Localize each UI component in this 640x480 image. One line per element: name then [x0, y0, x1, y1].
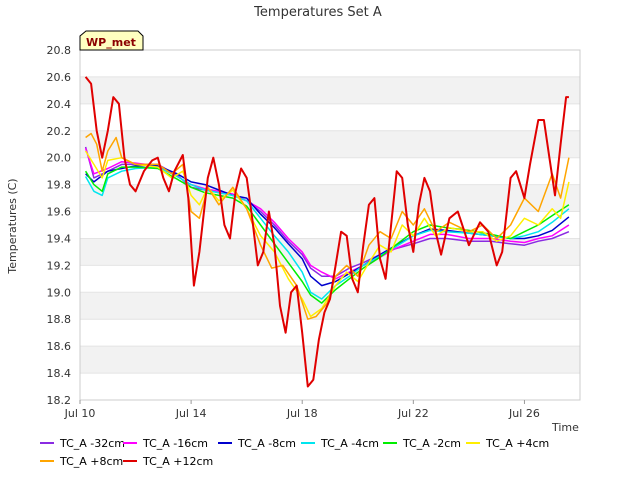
y-tick-label: 20.6 — [47, 71, 72, 84]
y-tick-label: 20.8 — [47, 44, 72, 57]
grid-band — [80, 238, 580, 266]
y-tick-label: 20.4 — [47, 98, 72, 111]
y-tick-label: 19.4 — [47, 232, 72, 245]
y-tick-label: 18.6 — [47, 340, 72, 353]
y-tick-label: 20.0 — [47, 152, 72, 165]
grid-band — [80, 346, 580, 374]
chart-title: Temperatures Set A — [253, 5, 382, 20]
x-tick-label: Jul 18 — [286, 407, 318, 420]
legend-label: TC_A -4cm — [320, 437, 379, 450]
plot-frame — [79, 49, 581, 401]
grid-band — [80, 184, 580, 212]
x-tick-label: Jul 14 — [175, 407, 207, 420]
grid-band — [80, 130, 580, 158]
y-tick-label: 19.8 — [47, 179, 72, 192]
series-line — [84, 76, 569, 388]
legend-label: TC_A +12cm — [142, 455, 213, 468]
grid-band — [80, 76, 580, 104]
badge-label: WP_met — [86, 36, 136, 49]
y-axis-label: Temperatures (C) — [6, 178, 19, 274]
y-tick-label: 18.2 — [47, 394, 72, 407]
series-lines — [84, 76, 570, 388]
badge-box — [79, 30, 144, 51]
y-tick-label: 20.2 — [47, 125, 72, 138]
x-tick-label: Jul 26 — [508, 407, 540, 420]
y-tick-label: 18.8 — [47, 313, 72, 326]
y-tick-label: 19.6 — [47, 206, 72, 219]
legend-label: TC_A -8cm — [237, 437, 296, 450]
legend-label: TC_A -32cm — [59, 437, 125, 450]
legend-label: TC_A -16cm — [142, 437, 208, 450]
y-tick-label: 19.0 — [47, 286, 72, 299]
grid-bands — [80, 49, 580, 401]
y-tick-label: 19.2 — [47, 259, 72, 272]
badge: WP_met — [79, 30, 144, 51]
y-tick-label: 18.4 — [47, 367, 72, 380]
series-line — [84, 150, 570, 318]
series-line — [85, 132, 570, 320]
y-axis-ticks: 18.2 18.4 18.6 18.8 19.0 19.2 19.4 19.6 19.8 20.0… — [47, 44, 72, 407]
x-axis-ticks: Jul 10 Jul 14 Jul 18 Jul 22 Jul 26 — [64, 400, 540, 420]
legend-label: TC_A -2cm — [402, 437, 461, 450]
x-tick-label: Jul 10 — [64, 407, 96, 420]
x-axis-label: Time — [551, 421, 579, 434]
legend: TC_A -32cm TC_A -16cm TC_A -8cm TC_A -4cm TC… — [40, 437, 549, 468]
legend-label: TC_A +4cm — [485, 437, 549, 450]
x-tick-label: Jul 22 — [397, 407, 429, 420]
series-line — [85, 165, 570, 287]
legend-label: TC_A +8cm — [59, 455, 123, 468]
